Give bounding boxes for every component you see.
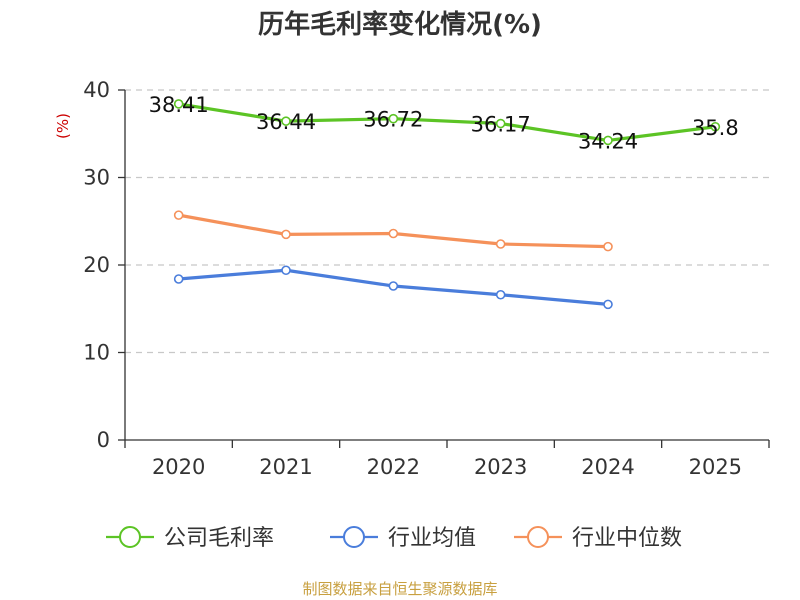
y-tick-label-30: 30 bbox=[83, 166, 110, 190]
y-tick-label-10: 10 bbox=[83, 341, 110, 365]
point-1-2022 bbox=[388, 281, 399, 291]
source-note: 制图数据来自恒生聚源数据库 bbox=[302, 580, 497, 598]
y-tick-label-20: 20 bbox=[83, 253, 110, 277]
data-labels: 38.41 36.44 36.72 36.17 34.24 35.8 bbox=[149, 93, 739, 153]
point-2-2020 bbox=[173, 210, 184, 220]
data-label-2024: 34.24 bbox=[578, 129, 638, 153]
y-tick-label-0: 0 bbox=[97, 428, 110, 452]
gridlines bbox=[125, 89, 769, 354]
x-tick-label-2022: 2022 bbox=[367, 455, 420, 479]
legend-item-2[interactable]: 行业中位数 bbox=[514, 526, 682, 551]
point-0-2024 bbox=[603, 135, 613, 146]
x-tick-label-2020: 2020 bbox=[152, 455, 205, 479]
point-1-2020 bbox=[173, 274, 184, 284]
point-2-2023 bbox=[495, 239, 506, 249]
data-label-2021: 36.44 bbox=[256, 110, 316, 134]
x-tick-label-2024: 2024 bbox=[581, 455, 634, 479]
point-0-2022 bbox=[388, 113, 399, 124]
series bbox=[173, 99, 721, 310]
point-0-2020 bbox=[173, 99, 184, 109]
legend-item-1[interactable]: 行业均值 bbox=[330, 526, 476, 551]
legend-marker-1 bbox=[343, 526, 365, 548]
series-line-0 bbox=[178, 102, 716, 142]
point-0-2025 bbox=[710, 121, 721, 132]
point-0-2023 bbox=[495, 118, 506, 129]
point-2-2021 bbox=[281, 229, 291, 240]
x-tick-label-2025: 2025 bbox=[689, 455, 742, 479]
point-1-2024 bbox=[603, 299, 613, 310]
x-tick-label-2021: 2021 bbox=[259, 455, 312, 479]
data-label-2023: 36.17 bbox=[471, 113, 531, 137]
y-axis-unit: (%) bbox=[54, 113, 72, 139]
legend-label-0: 公司毛利率 bbox=[164, 526, 274, 551]
legend-marker-2 bbox=[527, 526, 549, 548]
data-label-2025: 35.8 bbox=[692, 116, 739, 140]
point-2-2022 bbox=[388, 228, 399, 239]
point-2-2024 bbox=[603, 241, 613, 252]
y-tick-label-40: 40 bbox=[83, 78, 110, 102]
data-label-2020: 38.41 bbox=[149, 93, 209, 117]
point-1-2021 bbox=[281, 265, 291, 276]
legend-label-1: 行业均值 bbox=[388, 526, 476, 551]
chart-title: 历年毛利率变化情况(%) bbox=[258, 9, 542, 40]
legend-item-0[interactable]: 公司毛利率 bbox=[106, 526, 274, 551]
data-label-2022: 36.72 bbox=[363, 108, 423, 132]
axes: 0 10 20 30 40 2020 2021 2022 2023 2024 2025 bbox=[83, 78, 770, 479]
point-1-2023 bbox=[495, 289, 506, 300]
legend-label-2: 行业中位数 bbox=[572, 526, 682, 551]
legend-marker-0 bbox=[119, 526, 141, 548]
legend[interactable]: 公司毛利率 行业均值 行业中位数 bbox=[106, 526, 682, 551]
point-0-2021 bbox=[281, 116, 291, 126]
x-tick-label-2023: 2023 bbox=[474, 455, 527, 479]
